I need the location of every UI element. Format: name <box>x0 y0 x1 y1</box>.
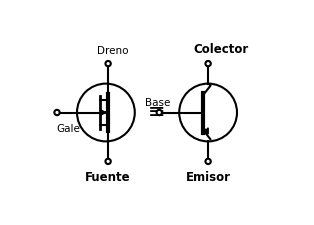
Circle shape <box>54 110 60 115</box>
Circle shape <box>157 110 162 115</box>
Circle shape <box>205 159 211 164</box>
Circle shape <box>106 159 111 164</box>
Text: Gale: Gale <box>56 124 80 134</box>
Text: Emisor: Emisor <box>186 171 230 184</box>
Text: Base: Base <box>145 98 171 108</box>
Text: Fuente: Fuente <box>85 171 131 184</box>
Text: ≡: ≡ <box>148 103 166 122</box>
Circle shape <box>106 61 111 66</box>
Text: Dreno: Dreno <box>97 46 128 56</box>
Text: Colector: Colector <box>194 43 249 56</box>
Circle shape <box>205 61 211 66</box>
